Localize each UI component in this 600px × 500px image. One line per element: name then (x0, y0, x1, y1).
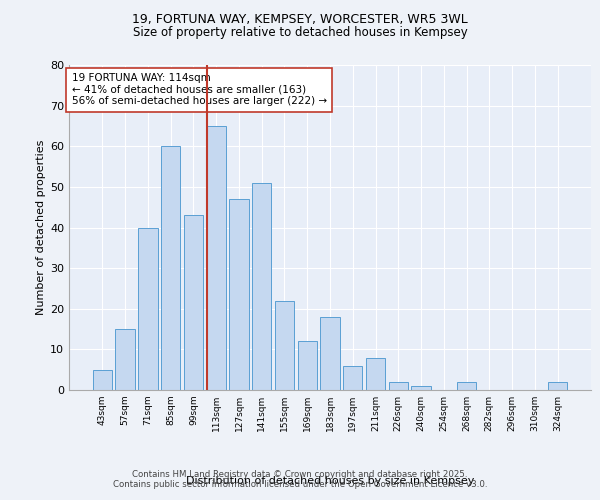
Bar (138, 228, 158, 390)
Text: Contains public sector information licensed under the Open Government Licence v3: Contains public sector information licen… (113, 480, 487, 489)
Bar (412, 386, 431, 390)
Bar (298, 341, 317, 390)
Bar (366, 358, 385, 390)
Bar (184, 216, 203, 390)
Y-axis label: Number of detached properties: Number of detached properties (36, 140, 46, 315)
X-axis label: Distribution of detached houses by size in Kempsey: Distribution of detached houses by size … (186, 476, 474, 486)
Bar (229, 199, 248, 390)
Bar (389, 382, 408, 390)
Bar (115, 329, 135, 390)
Text: Size of property relative to detached houses in Kempsey: Size of property relative to detached ho… (133, 26, 467, 39)
Bar (343, 366, 362, 390)
Bar (548, 382, 567, 390)
Bar (161, 146, 181, 390)
Text: Contains HM Land Registry data © Crown copyright and database right 2025.: Contains HM Land Registry data © Crown c… (132, 470, 468, 479)
Bar (206, 126, 226, 390)
Bar (320, 317, 340, 390)
Bar (252, 183, 271, 390)
Bar (457, 382, 476, 390)
Bar (93, 370, 112, 390)
Bar (275, 300, 294, 390)
Text: 19, FORTUNA WAY, KEMPSEY, WORCESTER, WR5 3WL: 19, FORTUNA WAY, KEMPSEY, WORCESTER, WR5… (132, 12, 468, 26)
Text: 19 FORTUNA WAY: 114sqm
← 41% of detached houses are smaller (163)
56% of semi-de: 19 FORTUNA WAY: 114sqm ← 41% of detached… (71, 73, 327, 106)
